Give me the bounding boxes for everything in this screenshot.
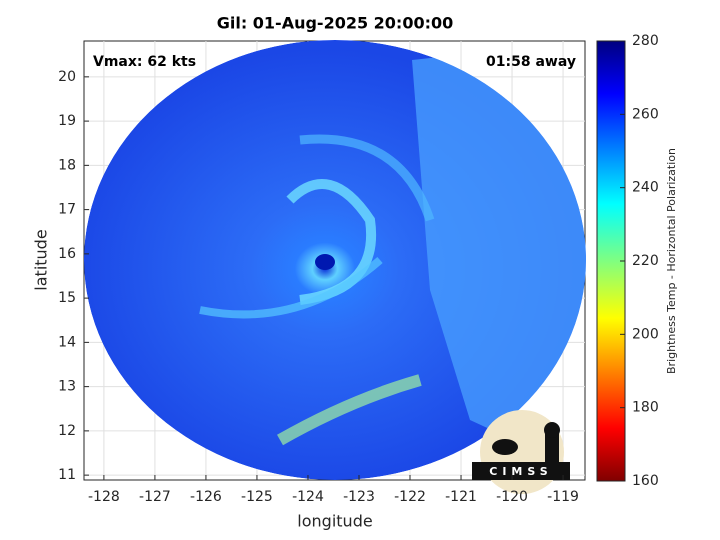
x-tick-label: -128 [88,489,120,505]
chart-title: Gil: 01-Aug-2025 20:00:00 [217,14,454,33]
x-tick-label: -120 [496,489,528,505]
y-tick-label: 20 [58,69,76,85]
x-tick-label: -123 [343,489,375,505]
x-tick-label: -121 [445,489,477,505]
x-tick-label: -127 [139,489,171,505]
colorbar-label: Brightness Temp - Horizontal Polarizatio… [665,148,678,374]
x-tick-label: -122 [394,489,426,505]
x-axis-label: longitude [297,512,372,531]
y-tick-label: 14 [58,334,76,350]
colorbar-tick-label: 240 [632,180,659,196]
y-tick-label: 15 [58,290,76,306]
logo-text: CIMSS [489,465,552,478]
colorbar-tick-label: 180 [632,400,659,416]
colorbar-tick-label: 200 [632,326,659,342]
y-tick-label: 17 [58,202,76,218]
annotation: Vmax: 62 kts [93,54,196,70]
x-tick-label: -124 [292,489,324,505]
y-tick-label: 19 [58,113,76,129]
x-tick-label: -126 [190,489,222,505]
y-tick-label: 12 [58,423,76,439]
y-tick-label: 16 [58,246,76,262]
y-tick-label: 13 [58,379,76,395]
y-tick-label: 11 [58,467,76,483]
x-tick-label: -119 [547,489,579,505]
logo: CIMSS [472,410,570,494]
colorbar-tick-label: 280 [632,33,659,49]
y-tick-label: 18 [58,157,76,173]
y-axis-label: latitude [32,229,51,290]
annotation: 01:58 away [486,54,576,70]
x-tick-label: -125 [241,489,273,505]
colorbar-tick-label: 160 [632,473,659,489]
colorbar-tick-label: 220 [632,253,659,269]
colorbar-tick-label: 260 [632,106,659,122]
